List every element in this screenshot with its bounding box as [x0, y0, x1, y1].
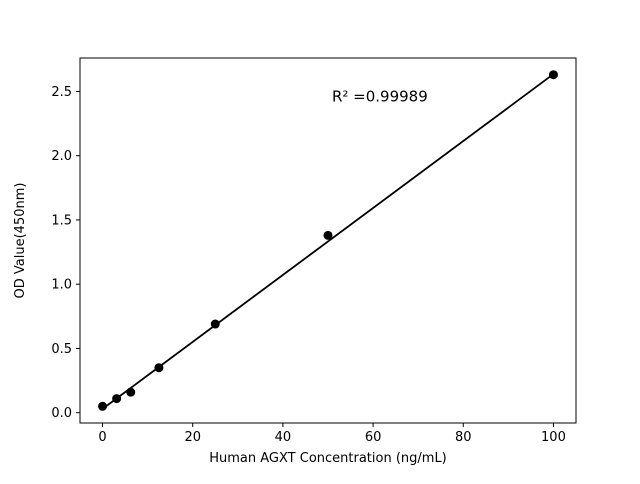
x-tick-label: 40 [275, 430, 292, 445]
data-point [154, 363, 164, 373]
x-axis-label: Human AGXT Concentration (ng/mL) [209, 451, 447, 466]
x-tick-label: 100 [541, 430, 566, 445]
y-tick-label: 2.5 [51, 85, 72, 100]
data-point [548, 70, 558, 80]
y-tick-label: 2.0 [51, 149, 72, 164]
data-point [210, 319, 220, 329]
y-tick-label: 1.0 [51, 278, 72, 293]
data-point [323, 230, 333, 240]
x-tick-label: 60 [365, 430, 382, 445]
y-tick-label: 1.5 [51, 213, 72, 228]
y-tick-label: 0.0 [51, 406, 72, 421]
x-tick-label: 0 [98, 430, 106, 445]
plot-frame [79, 57, 577, 424]
y-axis-label: OD Value(450nm) [13, 183, 28, 299]
y-tick-label: 0.5 [51, 342, 72, 357]
data-point [126, 387, 136, 397]
data-point [112, 394, 122, 404]
x-tick-label: 20 [184, 430, 201, 445]
fit-line [102, 73, 554, 410]
x-tick-label: 80 [455, 430, 472, 445]
data-point [98, 401, 108, 411]
r-squared-annotation: R² =0.99989 [332, 88, 428, 106]
